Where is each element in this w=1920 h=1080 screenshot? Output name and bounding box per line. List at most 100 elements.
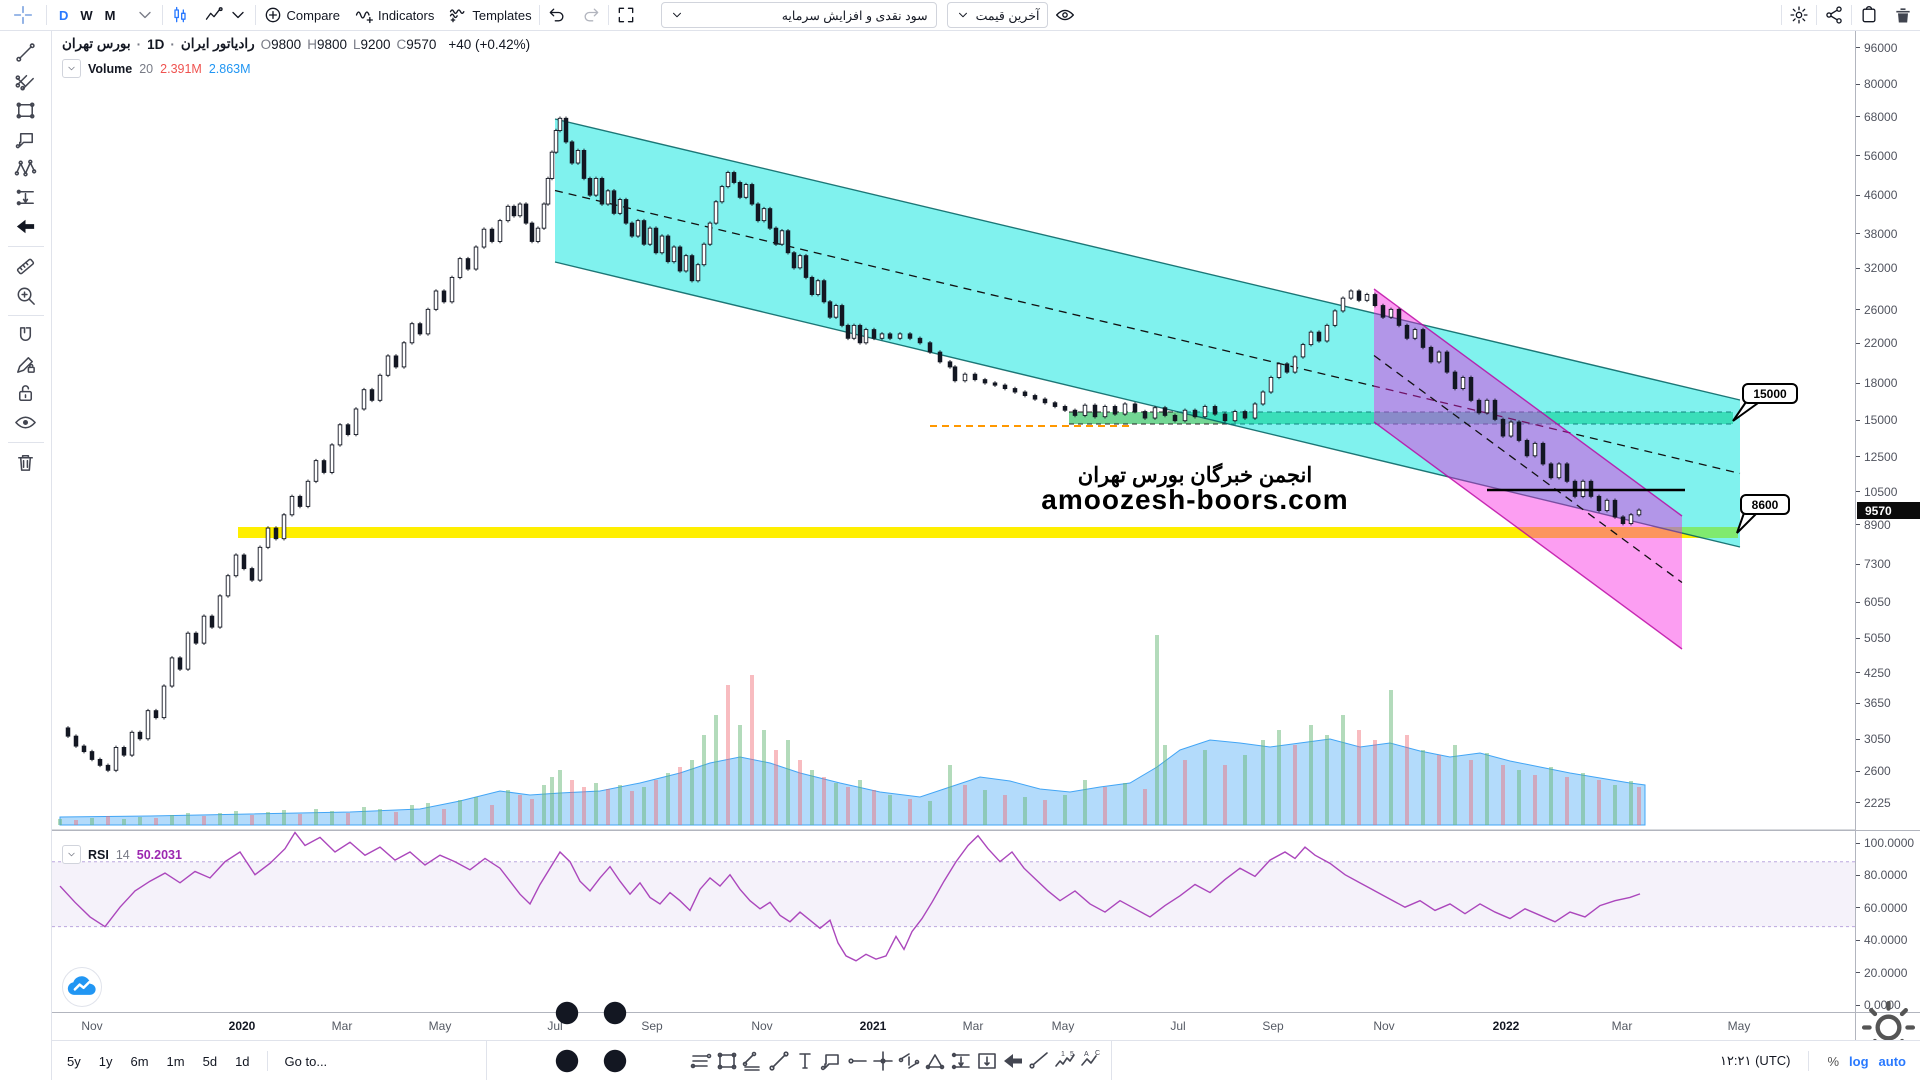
delete-button[interactable]	[1886, 2, 1920, 28]
log-scale-button[interactable]: log	[1849, 1053, 1869, 1069]
candle-body	[743, 184, 749, 198]
price-tick: 38000	[1856, 227, 1920, 241]
fav-tool-polyline-channel[interactable]	[741, 1046, 765, 1076]
fav-tool-arrow-marker[interactable]	[1001, 1046, 1025, 1076]
price-axis[interactable]: 96000 80000 68000 56000 46000 38000 32000 26000…	[1855, 30, 1920, 1012]
price-callout[interactable]	[1740, 494, 1790, 515]
tool-pitchfork[interactable]	[7, 67, 45, 96]
fav-tool-disjoint-channel[interactable]	[897, 1046, 921, 1076]
volume-bar	[630, 791, 634, 825]
last-price-dropdown[interactable]: آخرین قیمت	[946, 2, 1049, 28]
chart-type-candles-button[interactable]	[163, 2, 197, 28]
volume-collapse-button[interactable]	[62, 59, 81, 78]
fav-tool-horizontal-ray[interactable]	[845, 1046, 869, 1076]
tool-hide-drawings[interactable]	[7, 408, 45, 437]
fav-tool-fib-retracement[interactable]	[949, 1046, 973, 1076]
volume-bar	[642, 787, 646, 825]
range-1y[interactable]: 1y	[98, 1053, 113, 1069]
fav-tool-trend-line[interactable]	[767, 1046, 791, 1076]
range-1d[interactable]: 1d	[235, 1053, 250, 1069]
theme-toggle-corner[interactable]	[1855, 1000, 1920, 1054]
tool-xabcd-pattern[interactable]	[7, 154, 45, 183]
undo-button[interactable]	[540, 2, 574, 28]
pane-separator[interactable]	[0, 830, 1920, 831]
volume-bar	[298, 814, 302, 825]
fav-tool-triangle[interactable]	[923, 1046, 947, 1076]
fav-tool-ray[interactable]	[1027, 1046, 1051, 1076]
share-button[interactable]	[1817, 2, 1851, 28]
tool-ruler[interactable]	[7, 252, 45, 281]
clock-utc[interactable]: ۱۲:۲۱ (UTC)	[1719, 1053, 1791, 1068]
yellow-support-band[interactable]	[238, 527, 1738, 538]
candle-body	[1132, 403, 1138, 412]
time-axis[interactable]: Nov 2020 Mar May Jul Sep Nov 2021 Mar May Jul Sep No…	[52, 1012, 1855, 1041]
fav-tool-callout[interactable]	[819, 1046, 843, 1076]
tool-callout[interactable]	[7, 125, 45, 154]
timeframe-M[interactable]: M	[104, 7, 116, 23]
rsi-collapse-button[interactable]	[62, 845, 81, 864]
candle-body	[1604, 499, 1610, 512]
redo-button[interactable]	[574, 2, 608, 28]
snapshot-button[interactable]	[1852, 2, 1886, 28]
price-callout[interactable]	[1742, 383, 1798, 404]
volume-bar	[90, 818, 94, 825]
volume-bar	[1063, 795, 1067, 825]
date-tick-May: May	[428, 1019, 452, 1033]
volume-bar	[1421, 750, 1425, 825]
timeframe-menu-button[interactable]	[128, 2, 162, 28]
percent-scale-button[interactable]: %	[1827, 1053, 1840, 1069]
dividends-dropdown[interactable]: سود نقدی و افزایش سرمایه	[660, 2, 937, 28]
templates-button[interactable]: Templates	[441, 2, 538, 28]
timeframe-D[interactable]: D	[59, 7, 69, 23]
auto-scale-button[interactable]: auto	[1878, 1053, 1906, 1069]
indicators-button[interactable]: Indicators	[347, 2, 441, 28]
xabcd-pattern-icon	[14, 159, 37, 177]
tool-drawing-mode[interactable]	[7, 350, 45, 379]
price-tick: 32000	[1856, 261, 1920, 275]
range-5d[interactable]: 5d	[202, 1053, 218, 1069]
cursor-crosshair-button[interactable]	[6, 2, 40, 28]
price-tick: 2225	[1856, 796, 1920, 810]
volume-bar	[1277, 730, 1281, 825]
tool-remove-drawings[interactable]	[7, 448, 45, 477]
tool-rectangle[interactable]	[7, 96, 45, 125]
publish-logo-button[interactable]	[62, 967, 102, 1007]
tool-lock-drawings[interactable]	[7, 379, 45, 408]
visibility-button[interactable]	[1048, 2, 1082, 28]
volume-bar	[1517, 770, 1521, 825]
candle-body	[1532, 442, 1538, 457]
fav-tool-cross-line[interactable]	[871, 1046, 895, 1076]
range-5y[interactable]: 5y	[67, 1053, 81, 1069]
magenta-descending-channel[interactable]	[1374, 289, 1682, 649]
volume-bar	[1373, 740, 1377, 825]
tool-trend-line[interactable]	[7, 38, 45, 67]
compare-button[interactable]: Compare	[256, 2, 347, 28]
chart-canvas[interactable]: 15000 8600 انجمن خبرگان بورس تهرانamoozesh…	[52, 30, 1855, 1012]
date-tick-Jul: Jul	[547, 1019, 563, 1033]
tool-arrow-marker[interactable]	[7, 212, 45, 241]
candle-body	[97, 758, 103, 766]
symbol-title-row[interactable]: بورس تهران · 1D · رادیاتور ایران O9800 H9…	[62, 36, 530, 52]
range-1m[interactable]: 1m	[166, 1053, 185, 1069]
tool-fib-retracement[interactable]	[7, 183, 45, 212]
range-6m[interactable]: 6m	[130, 1053, 149, 1069]
timeframe-W[interactable]: W	[80, 7, 93, 23]
fav-tool-fib-box[interactable]	[975, 1046, 999, 1076]
rsi-param: 14	[115, 847, 130, 862]
tool-zoom-in[interactable]	[7, 281, 45, 310]
date-tick-2022: 2022	[1492, 1019, 1520, 1033]
fav-tool-rectangle[interactable]	[715, 1046, 739, 1076]
volume-bar	[282, 810, 286, 825]
candle-body	[1460, 376, 1466, 390]
tool-magnet[interactable]	[7, 321, 45, 350]
fav-tool-align-lines[interactable]	[689, 1046, 713, 1076]
fav-tool-text[interactable]	[793, 1046, 817, 1076]
goto-button[interactable]: Go to...	[284, 1053, 328, 1069]
settings-button[interactable]	[1782, 2, 1816, 28]
fullscreen-button[interactable]	[609, 2, 643, 28]
volume-bar	[928, 801, 932, 825]
chart-style-button[interactable]	[197, 2, 255, 28]
cyan-descending-channel[interactable]	[555, 119, 1740, 547]
